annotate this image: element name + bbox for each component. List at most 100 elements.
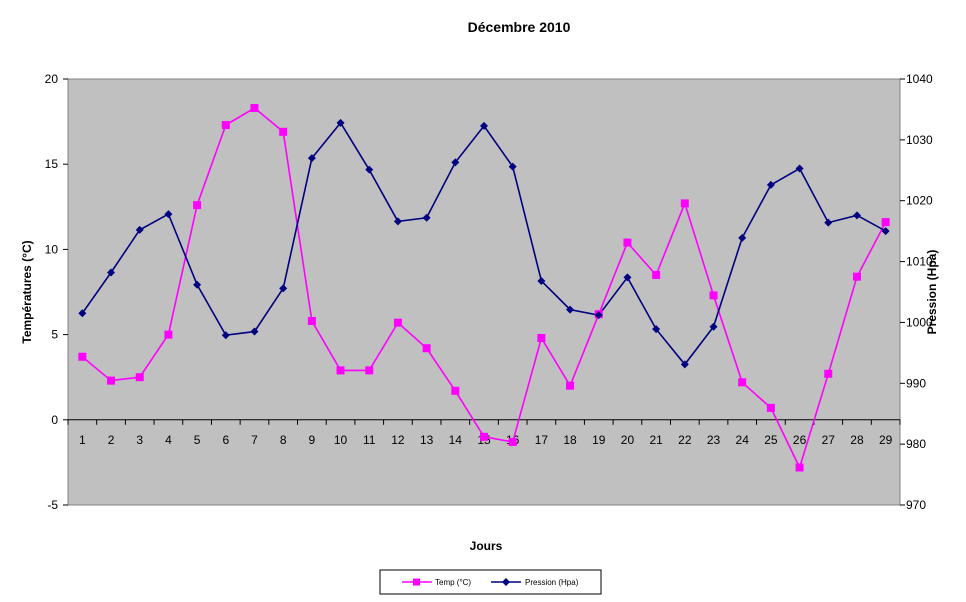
temp-point: [193, 201, 202, 210]
y2-tick-label: 990: [906, 376, 926, 390]
pression-point: [78, 309, 87, 318]
temp-point: [652, 270, 661, 279]
pression-point: [652, 325, 661, 334]
pression-point: [422, 213, 431, 222]
x-tick-label: 27: [822, 433, 836, 447]
temp-point: [135, 373, 144, 382]
temp-point: [221, 121, 230, 130]
y-tick-label: 20: [45, 72, 59, 86]
pression-point: [393, 217, 402, 226]
temp-point: [738, 378, 747, 387]
temp-point: [766, 403, 775, 412]
pression-point: [193, 280, 202, 289]
pression-point: [336, 118, 345, 127]
x-tick-label: 2: [108, 433, 115, 447]
series-markers: [78, 103, 890, 472]
temp-point: [393, 318, 402, 327]
x-tick-label: 9: [309, 433, 316, 447]
y-tick-label: -5: [47, 498, 58, 512]
x-tick-label: 26: [793, 433, 807, 447]
pression-point: [709, 322, 718, 331]
pression-point: [738, 233, 747, 242]
x-tick-label: 7: [251, 433, 258, 447]
x-tick-label: 14: [449, 433, 463, 447]
pression-point: [824, 218, 833, 227]
pression-point: [221, 331, 230, 340]
temp-point: [336, 366, 345, 375]
right-axis: 970 980 990 1000 1010 1020 1030 1040: [900, 72, 933, 512]
x-tick-label: 28: [850, 433, 864, 447]
y2-tick-label: 1000: [906, 315, 933, 329]
temp-point: [795, 463, 804, 472]
temp-point: [881, 218, 890, 227]
x-tick-label: 13: [420, 433, 434, 447]
pression-point: [795, 164, 804, 173]
pression-point: [508, 162, 517, 171]
pression-point: [623, 273, 632, 282]
temp-point: [279, 127, 288, 136]
pression-point: [566, 305, 575, 314]
pression-point: [594, 311, 603, 320]
x-tick-label: 3: [136, 433, 143, 447]
temp-point: [480, 432, 488, 441]
temp-point: [623, 238, 632, 247]
temp-point: [307, 316, 316, 325]
y2-tick-label: 970: [906, 498, 926, 512]
y-tick-label: 5: [51, 328, 58, 342]
pression-point: [537, 277, 546, 286]
legend-label-pression: Pression (Hpa): [525, 578, 579, 587]
x-tick-label: 21: [649, 433, 663, 447]
x-tick-label: 20: [621, 433, 635, 447]
temp-point: [852, 272, 861, 281]
x-tick-label: 24: [736, 433, 750, 447]
pression-point: [451, 158, 460, 167]
x-tick-label: 22: [678, 433, 692, 447]
pression-point: [135, 225, 144, 234]
x-tick-label: 25: [764, 433, 778, 447]
temp-point: [107, 376, 116, 385]
temp-point: [709, 291, 718, 300]
x-tick-label: 4: [165, 433, 172, 447]
y-tick-label: 0: [51, 413, 58, 427]
pression-point: [279, 284, 288, 293]
y2-tick-label: 1030: [906, 133, 933, 147]
pression-point: [766, 180, 775, 189]
x-tick-label: 11: [363, 433, 376, 447]
y2-tick-label: 980: [906, 437, 926, 451]
temp-point: [422, 344, 431, 353]
y-axis-title: Températures (°C): [20, 240, 34, 343]
y-tick-label: 15: [45, 157, 59, 171]
temp-point: [78, 352, 87, 361]
pression-point: [250, 327, 259, 336]
legend-marker-temp: [413, 578, 420, 586]
x-tick-label: 17: [535, 433, 549, 447]
y2-tick-label: 1040: [906, 72, 933, 86]
x-tick-label: 5: [194, 433, 201, 447]
temp-point: [537, 334, 546, 343]
pression-point: [881, 227, 890, 236]
pression-point: [680, 360, 689, 369]
x-axis-title: Jours: [470, 539, 503, 553]
temp-point: [250, 103, 259, 112]
x-tick-label: 18: [563, 433, 577, 447]
temp-point: [508, 437, 517, 446]
chart-title: Décembre 2010: [468, 19, 571, 35]
pression-point: [480, 121, 488, 130]
x-tick-label: 29: [879, 433, 893, 447]
x-tick-label: 23: [707, 433, 721, 447]
x-tick-label: 6: [222, 433, 229, 447]
x-tick-label: 12: [391, 433, 405, 447]
y2-tick-label: 1020: [906, 194, 933, 208]
y2-tick-label: 1010: [906, 255, 933, 269]
x-tick-label: 1: [79, 433, 86, 447]
x-tick-label: 8: [280, 433, 287, 447]
y-tick-label: 10: [45, 242, 59, 256]
pression-point: [307, 154, 316, 163]
temp-point: [365, 366, 374, 375]
y2-axis-title: Pression (Hpa): [925, 250, 939, 335]
temp-point: [680, 199, 689, 208]
temp-point: [566, 381, 575, 390]
legend-marker-pression: [502, 578, 510, 586]
pression-point: [107, 268, 116, 277]
